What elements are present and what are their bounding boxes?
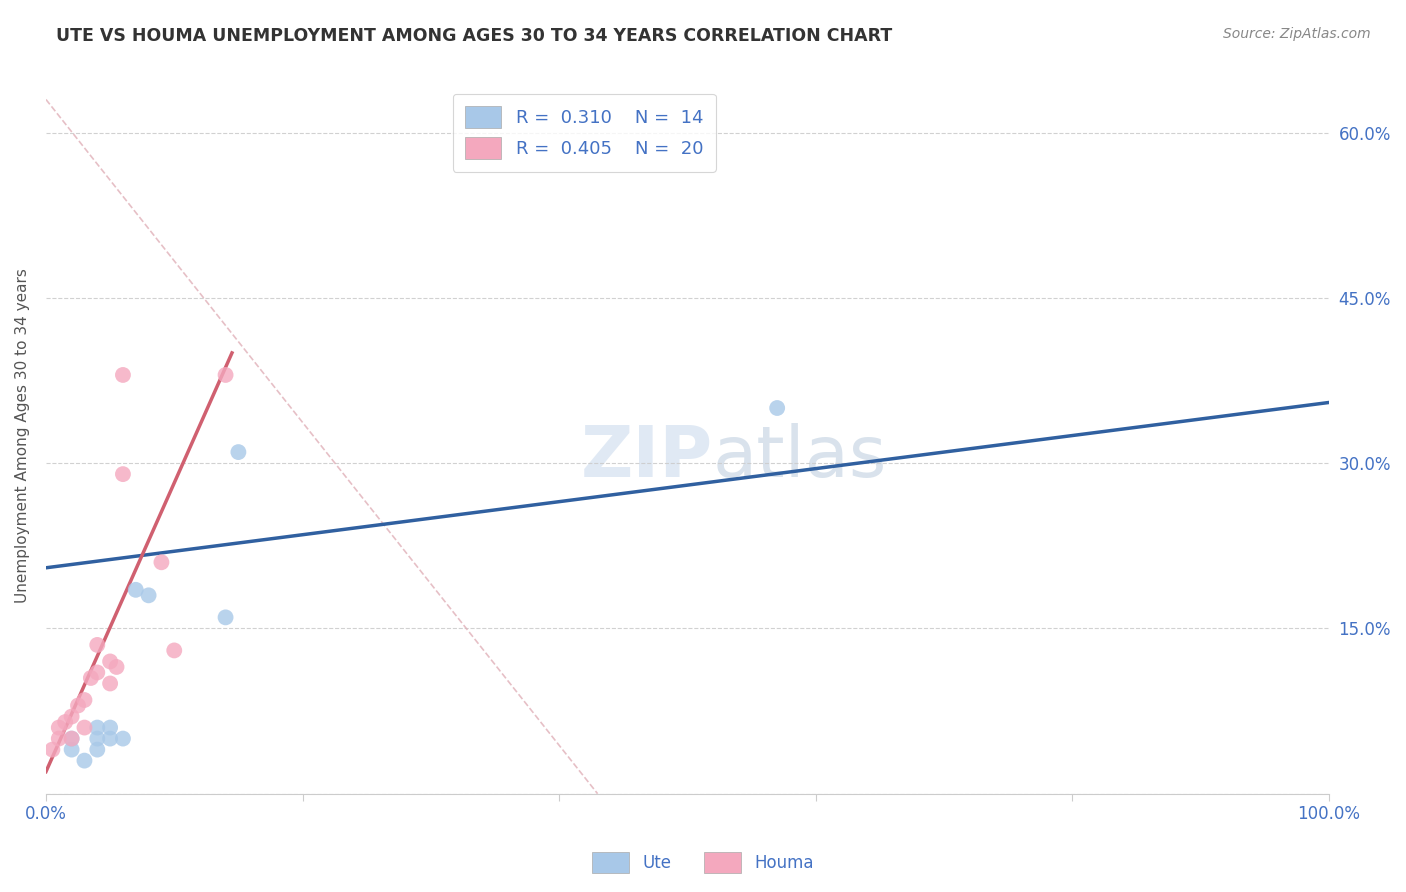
- Point: [138, 588, 160, 602]
- Text: ZIP: ZIP: [581, 423, 713, 491]
- Point: [214, 368, 236, 382]
- Point: [48, 731, 70, 746]
- Point: [80, 671, 103, 685]
- Point: [53, 714, 76, 729]
- Point: [105, 660, 128, 674]
- Point: [60, 709, 83, 723]
- Text: atlas: atlas: [713, 423, 887, 491]
- Point: [48, 721, 70, 735]
- Point: [41, 742, 63, 756]
- Point: [214, 610, 236, 624]
- Text: UTE VS HOUMA UNEMPLOYMENT AMONG AGES 30 TO 34 YEARS CORRELATION CHART: UTE VS HOUMA UNEMPLOYMENT AMONG AGES 30 …: [56, 27, 893, 45]
- Point: [86, 742, 108, 756]
- Point: [98, 655, 121, 669]
- Point: [228, 445, 250, 459]
- Point: [111, 467, 134, 482]
- Legend: R =  0.310    N =  14, R =  0.405    N =  20: R = 0.310 N = 14, R = 0.405 N = 20: [453, 94, 716, 172]
- Point: [60, 731, 83, 746]
- Point: [98, 731, 121, 746]
- Point: [163, 643, 186, 657]
- Point: [98, 721, 121, 735]
- Point: [111, 731, 134, 746]
- Text: Source: ZipAtlas.com: Source: ZipAtlas.com: [1223, 27, 1371, 41]
- Point: [86, 721, 108, 735]
- Point: [67, 698, 90, 713]
- Point: [125, 582, 148, 597]
- Point: [766, 401, 789, 415]
- Legend: Ute, Houma: Ute, Houma: [585, 846, 821, 880]
- Point: [73, 754, 96, 768]
- Point: [73, 721, 96, 735]
- Point: [86, 638, 108, 652]
- Point: [150, 555, 173, 569]
- Point: [86, 731, 108, 746]
- Point: [60, 731, 83, 746]
- Y-axis label: Unemployment Among Ages 30 to 34 years: Unemployment Among Ages 30 to 34 years: [15, 268, 30, 603]
- Point: [98, 676, 121, 690]
- Point: [111, 368, 134, 382]
- Point: [60, 742, 83, 756]
- Point: [73, 693, 96, 707]
- Point: [86, 665, 108, 680]
